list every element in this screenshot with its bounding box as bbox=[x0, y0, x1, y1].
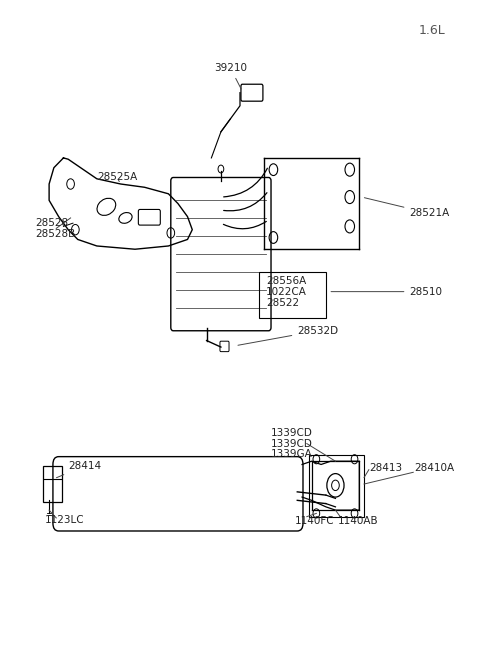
Text: 28510: 28510 bbox=[331, 287, 443, 297]
Text: 28525A: 28525A bbox=[97, 172, 137, 183]
Text: 39210: 39210 bbox=[214, 63, 247, 89]
Text: 1339GA: 1339GA bbox=[271, 449, 313, 459]
Text: 1339CD: 1339CD bbox=[271, 439, 313, 449]
Text: 28410A: 28410A bbox=[414, 462, 454, 473]
Text: 28528: 28528 bbox=[35, 218, 68, 228]
Text: 28528B: 28528B bbox=[35, 229, 75, 238]
Text: 28556A: 28556A bbox=[266, 276, 307, 286]
Text: 1123LC: 1123LC bbox=[44, 515, 84, 525]
Text: 1140AB: 1140AB bbox=[338, 516, 378, 526]
Text: 28413: 28413 bbox=[369, 462, 402, 473]
Text: 1022CA: 1022CA bbox=[266, 287, 307, 297]
Text: 1.6L: 1.6L bbox=[419, 24, 445, 37]
Text: 1140FC: 1140FC bbox=[295, 516, 335, 526]
Text: 28521A: 28521A bbox=[364, 198, 450, 218]
Text: 1339CD: 1339CD bbox=[271, 428, 313, 438]
Text: 28522: 28522 bbox=[266, 298, 300, 308]
Text: 28414: 28414 bbox=[57, 460, 101, 477]
Text: 28532D: 28532D bbox=[238, 326, 338, 345]
